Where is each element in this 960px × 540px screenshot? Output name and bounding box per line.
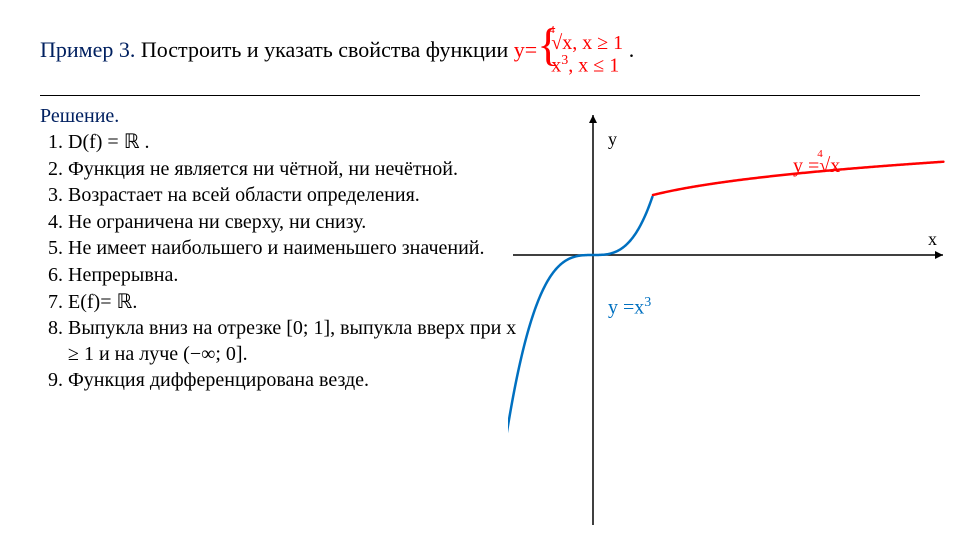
- properties-list: D(f) = ℝ .Функция не является ни чётной,…: [40, 130, 528, 395]
- function-chart: xy y =x3y =4√x: [508, 110, 948, 530]
- property-item: Не ограничена ни сверху, ни снизу.: [68, 210, 528, 236]
- solution-label: Решение.: [40, 105, 119, 128]
- divider: [40, 95, 920, 96]
- task-text: Построить и указать свойства функции: [141, 37, 514, 62]
- chart-svg: xy: [508, 110, 948, 530]
- property-item: Непрерывна.: [68, 263, 528, 289]
- curve-label-fourth_root: y =4√x: [793, 155, 840, 178]
- property-item: Выпукла вниз на отрезке [0; 1], выпукла …: [68, 316, 528, 367]
- piece-1: 4√x, x ≥ 1: [551, 30, 623, 52]
- property-item: E(f)= ℝ.: [68, 290, 528, 316]
- period: .: [629, 37, 635, 62]
- svg-text:y: y: [608, 129, 617, 149]
- curve-label-cubic: y =x3: [608, 295, 651, 320]
- example-label: Пример 3.: [40, 37, 135, 62]
- formula-y-equals: y=: [514, 37, 537, 62]
- property-item: Возрастает на всей области определения.: [68, 183, 528, 209]
- property-item: Функция дифференцирована везде.: [68, 368, 528, 394]
- property-item: Не имеет наибольшего и наименьшего значе…: [68, 236, 528, 262]
- property-item: Функция не является ни чётной, ни нечётн…: [68, 157, 528, 183]
- brace: 4√x, x ≥ 1 x3, x ≤ 1: [537, 30, 623, 74]
- piecewise-formula: y= 4√x, x ≥ 1 x3, x ≤ 1: [514, 37, 629, 62]
- svg-text:x: x: [928, 229, 937, 249]
- property-item: D(f) = ℝ .: [68, 130, 528, 156]
- problem-heading: Пример 3. Построить и указать свойства ф…: [40, 30, 920, 74]
